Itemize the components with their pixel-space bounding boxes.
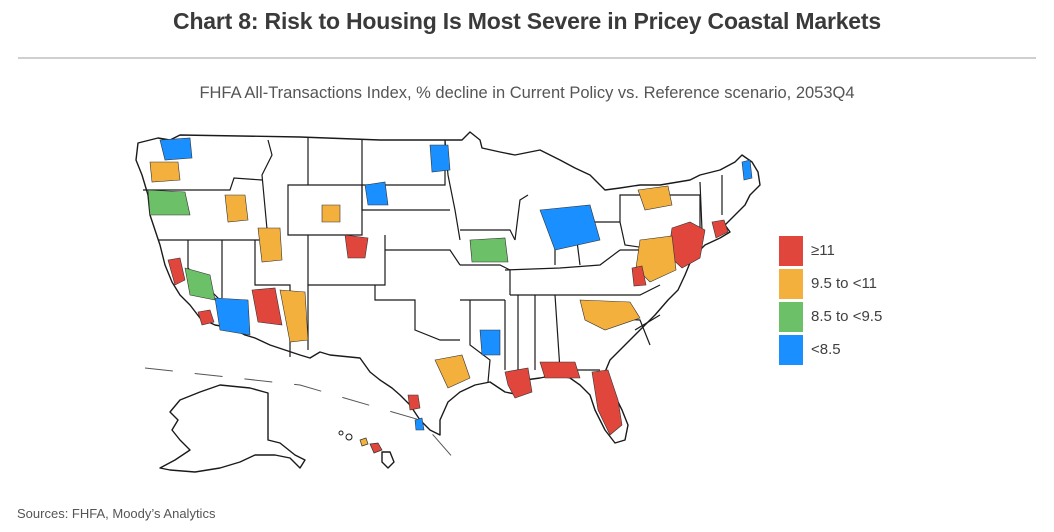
metro-region <box>167 257 186 286</box>
metro-region <box>579 299 641 331</box>
chart-subtitle: FHFA All-Transactions Index, % decline i… <box>199 84 855 102</box>
legend-label-mid-high: 9.5 to <11 <box>811 275 878 292</box>
legend-swatch-high <box>779 236 803 266</box>
metro-region <box>197 309 215 326</box>
metro-region <box>539 361 581 379</box>
metro-region <box>149 161 181 183</box>
metro-region <box>279 289 309 343</box>
metro-region <box>184 267 216 301</box>
metro-region <box>539 204 601 251</box>
metro-region <box>635 235 677 283</box>
us-outline <box>135 131 761 444</box>
chart-title: Chart 8: Risk to Housing Is Most Severe … <box>173 8 881 34</box>
source-note: Sources: FHFA, Moody’s Analytics <box>17 506 216 521</box>
metro-region <box>344 234 369 259</box>
metro-region <box>321 204 341 223</box>
metro-region <box>591 369 623 436</box>
metro-region <box>159 137 193 161</box>
title-divider <box>18 57 1036 59</box>
metro-region <box>469 237 509 263</box>
metro-region <box>504 367 533 399</box>
metro-region <box>257 227 283 263</box>
metro-region <box>407 394 421 411</box>
metro-region <box>434 354 471 389</box>
metro-region <box>251 287 283 326</box>
metro-region <box>147 189 191 216</box>
inset-divider <box>144 367 456 461</box>
metro-region <box>224 194 249 223</box>
legend-label-mid-low: 8.5 to <9.5 <box>811 308 883 325</box>
metro-region <box>414 417 425 431</box>
metro-region <box>429 144 451 173</box>
metro-region <box>479 329 501 356</box>
metro-region <box>637 185 673 211</box>
legend-label-high: ≥11 <box>811 242 835 259</box>
metro-region <box>741 159 753 181</box>
metro-region <box>631 265 647 287</box>
legend-swatch-mid-high <box>779 269 803 299</box>
metro-regions <box>147 137 753 436</box>
legend-label-low: <8.5 <box>811 341 841 358</box>
hawaii-islands <box>338 430 395 469</box>
metro-region <box>364 181 389 206</box>
alaska-outline <box>159 384 306 473</box>
legend-swatch-low <box>779 335 803 365</box>
metro-region <box>214 297 251 336</box>
metro-region <box>711 219 729 239</box>
legend-swatch-mid-low <box>779 302 803 332</box>
